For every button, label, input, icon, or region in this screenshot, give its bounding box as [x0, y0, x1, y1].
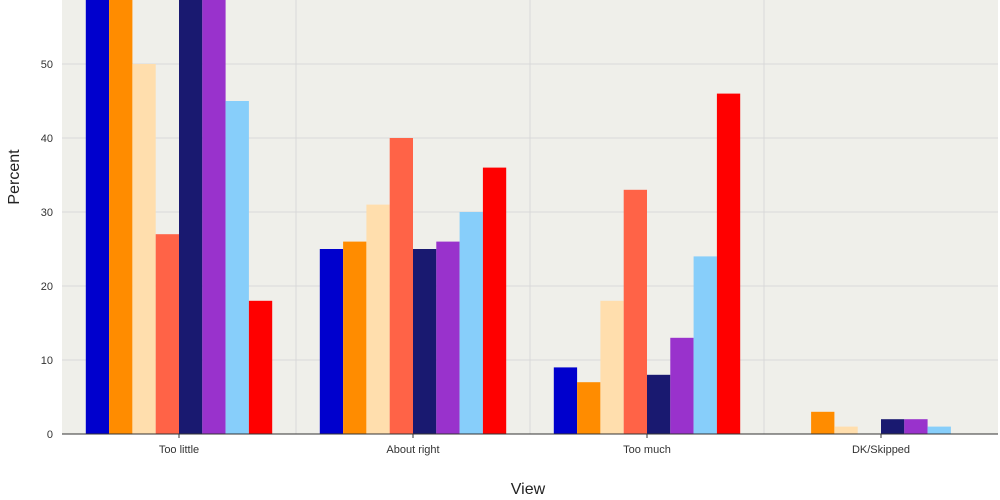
bar	[811, 411, 835, 434]
bar	[881, 419, 905, 434]
y-tick-label: 10	[41, 355, 53, 367]
bar	[413, 249, 437, 434]
bar	[85, 0, 110, 434]
x-tick-label: Too little	[159, 444, 199, 456]
bar	[248, 300, 273, 434]
y-tick-label: 40	[41, 133, 53, 145]
bar	[225, 101, 249, 434]
bar	[693, 256, 717, 434]
bar	[459, 212, 483, 434]
bar	[155, 234, 179, 434]
y-axis-title: Percent	[6, 149, 23, 205]
bars	[85, 0, 951, 434]
bar	[716, 93, 741, 434]
bar	[202, 0, 226, 434]
y-tick-label: 0	[47, 429, 53, 441]
x-axis-title: View	[511, 481, 546, 498]
bar	[834, 426, 858, 434]
x-tick-label: DK/Skipped	[852, 444, 910, 456]
bar	[366, 204, 390, 434]
y-tick-label: 50	[41, 59, 53, 71]
bar	[553, 367, 578, 434]
bar	[670, 337, 694, 434]
bar	[577, 382, 601, 434]
bar	[927, 426, 951, 434]
bar	[600, 300, 624, 434]
x-tick-label: Too much	[623, 444, 671, 456]
bar	[647, 374, 671, 434]
y-tick-label: 20	[41, 281, 53, 293]
x-tick-label: About right	[386, 444, 439, 456]
x-axis-ticks: Too little About right Too much DK/Skipped	[159, 434, 910, 456]
bar	[319, 249, 344, 434]
bar	[482, 167, 507, 434]
bar	[904, 419, 928, 434]
y-axis-ticks: 0 10 20 30 40 50	[41, 59, 53, 441]
bar	[389, 138, 413, 434]
bar	[132, 64, 156, 434]
bar	[179, 0, 203, 434]
bar	[109, 0, 133, 434]
bar	[436, 241, 460, 434]
bar	[343, 241, 367, 434]
bar	[623, 189, 647, 434]
y-tick-label: 30	[41, 207, 53, 219]
